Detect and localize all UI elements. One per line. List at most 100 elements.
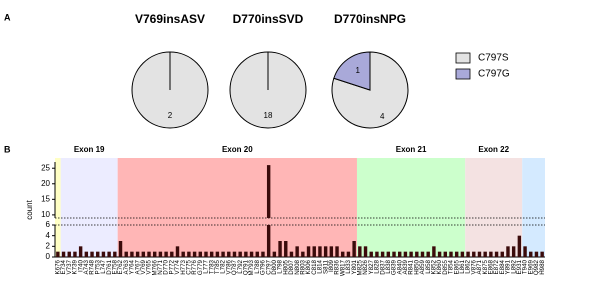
x-tick-label: Y764: [129, 259, 136, 274]
x-tick-label: K860: [436, 259, 443, 274]
x-tick-label: A763: [123, 259, 130, 274]
x-tick-label: L838: [385, 259, 392, 273]
x-tick-label: D761: [106, 259, 113, 274]
x-tick-label: R748: [89, 259, 96, 274]
x-tick-label: E868: [488, 259, 495, 274]
bar: [153, 251, 157, 257]
bar: [238, 251, 242, 257]
x-tick-label: L858: [425, 259, 432, 273]
x-tick-label: A839: [402, 259, 409, 274]
x-tick-label: A743: [83, 259, 90, 274]
bar: [420, 251, 425, 257]
x-tick-label: L814: [317, 259, 324, 273]
bar: [534, 251, 539, 257]
bar: [107, 251, 111, 257]
bar: [312, 246, 316, 257]
x-tick-label: L798: [277, 259, 284, 273]
bar: [90, 251, 94, 257]
x-tick-label: N826: [362, 259, 369, 274]
bar: [318, 246, 322, 257]
x-tick-label: D837: [379, 259, 386, 274]
bar: [130, 251, 134, 257]
x-tick-label: D800: [271, 259, 278, 274]
bar: [61, 251, 66, 257]
bar: [443, 251, 447, 257]
value-label: 4: [380, 112, 385, 121]
x-tick-label: E872: [493, 259, 500, 274]
bar: [335, 246, 339, 257]
bar: [278, 241, 282, 257]
bar: [101, 251, 106, 257]
x-tick-label: N808: [294, 259, 301, 274]
bar: [386, 251, 391, 257]
bar: [147, 251, 151, 257]
bar: [466, 251, 470, 257]
bar: [494, 251, 499, 257]
bar: [175, 246, 180, 257]
x-tick-label: P772: [168, 259, 175, 274]
y-tick-label: 6: [46, 220, 51, 229]
pie-title: D770insSVD: [233, 12, 304, 26]
bar: [232, 251, 237, 257]
exon-label: Exon 20: [222, 145, 253, 154]
bar: [489, 251, 493, 257]
x-tick-label: E758: [111, 259, 118, 274]
x-tick-label: L792: [237, 259, 244, 273]
x-tick-label: G839: [391, 259, 398, 275]
bar: [517, 235, 522, 257]
x-tick-label: A871: [476, 259, 483, 274]
x-tick-label: E762: [117, 259, 124, 274]
x-tick-label: V765: [146, 259, 153, 274]
bar: [380, 251, 385, 257]
bar: [73, 251, 77, 257]
bar: [118, 241, 123, 257]
bar: [227, 251, 231, 257]
x-tick-label: L862: [465, 259, 472, 273]
bar: [529, 251, 533, 257]
pie-title: V769insASV: [135, 12, 205, 26]
bar: [295, 246, 299, 257]
y-tick-label: 15: [41, 194, 50, 203]
bar: [244, 251, 248, 257]
bar: [472, 251, 476, 257]
bar: [306, 246, 311, 257]
x-tick-label: L777: [203, 259, 210, 273]
x-tick-label: Q982: [533, 259, 540, 275]
x-tick-label: R803: [299, 259, 306, 274]
bar: [187, 251, 191, 257]
bar: [437, 251, 442, 257]
y-tick-label: 25: [41, 163, 50, 172]
x-tick-label: E865: [453, 259, 460, 274]
pie-slice: [333, 51, 371, 91]
bar: [506, 246, 510, 257]
x-tick-label: R841: [408, 259, 415, 274]
legend-swatch: [455, 52, 471, 64]
legend-swatch: [455, 68, 471, 80]
x-tick-label: T783: [208, 259, 215, 274]
x-tick-label: T854: [448, 259, 455, 274]
bar: [249, 251, 254, 257]
bar: [181, 251, 185, 257]
x-tick-label: H773: [180, 259, 187, 274]
bar: [215, 251, 220, 257]
bar: [221, 251, 225, 257]
bar: [346, 251, 351, 257]
x-tick-label: L833: [345, 259, 352, 273]
exon-region: [117, 158, 357, 257]
bar: [141, 251, 146, 257]
value-label: 18: [264, 111, 273, 120]
x-tick-label: A767: [134, 259, 141, 274]
x-tick-label: L747: [100, 259, 107, 273]
x-tick-label: L892: [510, 259, 517, 273]
bar: [323, 246, 328, 257]
bar: [113, 251, 117, 257]
x-tick-label: V774: [174, 259, 181, 274]
x-tick-label: L861: [459, 259, 466, 273]
x-tick-label: G796: [260, 259, 267, 275]
y-tick-label: 20: [41, 179, 50, 188]
bar: [192, 251, 197, 257]
x-tick-label: Q791: [243, 259, 250, 275]
x-tick-label: D770: [163, 259, 170, 274]
bar: [511, 246, 516, 257]
